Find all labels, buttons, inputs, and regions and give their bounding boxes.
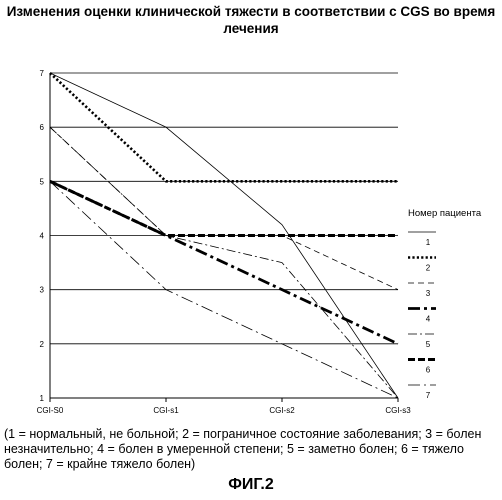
legend-label-1: 1 (426, 238, 431, 247)
legend-label-5: 5 (426, 340, 431, 349)
legend-label-2: 2 (426, 264, 431, 273)
legend-label-4: 4 (426, 315, 431, 324)
y-tick-3: 3 (40, 286, 45, 295)
y-tick-5: 5 (40, 177, 45, 186)
legend-label-6: 6 (426, 366, 431, 375)
y-tick-7: 7 (40, 69, 45, 78)
grid-lines (50, 73, 398, 344)
y-tick-4: 4 (40, 232, 45, 241)
legend: Номер пациента 1 2 3 4 5 6 7 (408, 208, 482, 400)
x-tick-3: CGI-s3 (385, 406, 411, 415)
legend-label-7: 7 (426, 391, 431, 400)
figure-label: ФИГ.2 (0, 476, 502, 494)
y-tick-1: 1 (40, 394, 45, 403)
series-line-3 (50, 127, 398, 290)
legend-title: Номер пациента (408, 208, 482, 219)
x-tick-labels: CGI-S0 CGI-s1 CGI-s2 CGI-s3 (37, 406, 412, 415)
series-line-6 (50, 181, 398, 235)
severity-scale-footnote: (1 = нормальный, не больной; 2 = пограни… (4, 427, 498, 472)
x-tick-1: CGI-s1 (153, 406, 179, 415)
y-tick-2: 2 (40, 340, 45, 349)
x-tick-2: CGI-s2 (269, 406, 295, 415)
y-tick-6: 6 (40, 123, 45, 132)
legend-label-3: 3 (426, 289, 431, 298)
line-chart: 1 2 3 4 5 6 7 CGI-S0 CGI-s1 CGI-s2 CGI-s3 Номер п… (0, 0, 502, 425)
x-tick-0: CGI-S0 (37, 406, 64, 415)
y-tick-labels: 1 2 3 4 5 6 7 (40, 69, 45, 403)
series-line-4 (50, 181, 398, 344)
